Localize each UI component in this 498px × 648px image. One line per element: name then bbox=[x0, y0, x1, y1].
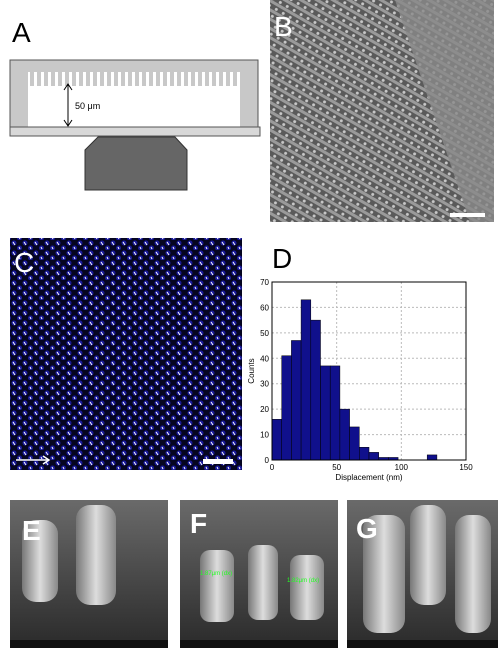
x-tick-label: 0 bbox=[270, 463, 275, 472]
measurement: 1.82µm (dx) bbox=[287, 578, 319, 584]
panel-label: C bbox=[14, 247, 34, 278]
y-tick-label: 50 bbox=[260, 329, 269, 338]
panel-label: D bbox=[272, 243, 292, 274]
bar bbox=[368, 452, 379, 461]
pillar bbox=[22, 520, 58, 602]
objective bbox=[84, 136, 188, 191]
panel-label: G bbox=[356, 513, 378, 544]
x-tick-label: 50 bbox=[332, 463, 341, 472]
panel-label: F bbox=[190, 508, 207, 539]
panel-label: A bbox=[12, 17, 31, 48]
plot-frame bbox=[271, 281, 467, 461]
info-bar bbox=[347, 640, 498, 648]
pillar bbox=[290, 555, 324, 620]
sem-wall bbox=[395, 0, 494, 222]
pillar bbox=[76, 505, 116, 605]
panel-b: B bbox=[270, 0, 494, 222]
fluorescence-image bbox=[10, 238, 242, 470]
y-tick-label: 0 bbox=[265, 456, 270, 465]
bar bbox=[310, 319, 321, 461]
panel-a: A 50 μm bbox=[9, 17, 261, 191]
x-axis-label: Displacement (nm) bbox=[335, 473, 402, 482]
arrow-head bbox=[42, 455, 51, 465]
panel-e: E bbox=[10, 500, 168, 648]
bar bbox=[426, 454, 438, 461]
micropillars bbox=[28, 72, 240, 86]
scale-bar bbox=[203, 459, 233, 464]
pillar bbox=[363, 515, 405, 633]
x-tick-label: 100 bbox=[395, 463, 409, 472]
bar bbox=[320, 365, 331, 461]
coverslip bbox=[9, 126, 261, 137]
panel-g: G bbox=[347, 500, 498, 648]
bar bbox=[329, 365, 341, 461]
y-tick-label: 20 bbox=[260, 405, 269, 414]
info-bar bbox=[10, 640, 168, 648]
bar bbox=[291, 340, 302, 461]
arrow-heads bbox=[63, 83, 73, 127]
y-tick-label: 10 bbox=[260, 431, 269, 440]
panel-f: 1.87µm (dx) 1.82µm (dx) F bbox=[180, 500, 338, 648]
panel-label: E bbox=[22, 515, 41, 546]
panel-c: C bbox=[10, 238, 242, 470]
bar bbox=[271, 419, 282, 461]
pillar bbox=[200, 550, 234, 622]
x-tick-label: 150 bbox=[459, 463, 473, 472]
bar bbox=[300, 299, 312, 461]
y-tick-label: 30 bbox=[260, 380, 269, 389]
y-tick-label: 40 bbox=[260, 354, 269, 363]
bar bbox=[359, 447, 370, 461]
y-tick-label: 70 bbox=[260, 278, 269, 287]
pillar bbox=[248, 545, 278, 620]
panel-d: D 0 10 20 30 40 50 60 70 0 50 100 150 Displacement (… bbox=[247, 243, 473, 482]
panel-label: B bbox=[274, 11, 293, 42]
pillar bbox=[410, 505, 446, 605]
y-tick-label: 60 bbox=[260, 303, 269, 312]
bar bbox=[349, 426, 360, 461]
measurement: 1.87µm (dx) bbox=[200, 571, 232, 577]
dimension-label: 50 μm bbox=[75, 101, 100, 111]
y-axis-label: Counts bbox=[247, 358, 256, 383]
pillar bbox=[455, 515, 491, 633]
bar bbox=[281, 355, 292, 461]
scale-bar bbox=[450, 213, 485, 217]
bar bbox=[339, 408, 350, 461]
info-bar bbox=[180, 640, 338, 648]
